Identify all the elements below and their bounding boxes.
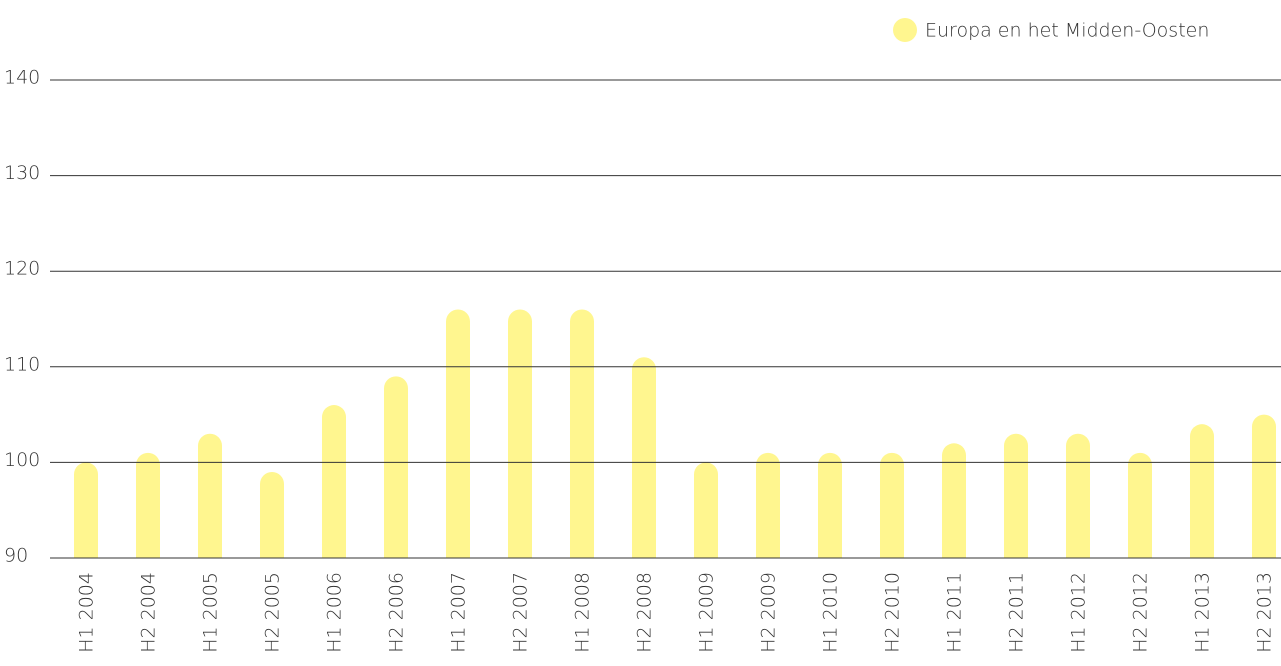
x-tick-label: H2 2011 xyxy=(1006,572,1028,653)
x-tick-label: H1 2007 xyxy=(448,572,470,653)
bar xyxy=(136,452,160,558)
x-tick-label: H1 2005 xyxy=(200,572,222,653)
x-tick-label: H2 2012 xyxy=(1130,572,1152,653)
bar xyxy=(74,462,98,558)
bar xyxy=(694,462,718,558)
legend-swatch xyxy=(893,18,917,42)
y-tick-label: 90 xyxy=(4,545,28,567)
bar xyxy=(942,443,966,558)
bar xyxy=(1128,452,1152,558)
bar xyxy=(756,452,780,558)
x-tick-label: H1 2012 xyxy=(1068,572,1090,653)
bar xyxy=(818,452,842,558)
bar xyxy=(1190,424,1214,558)
bar xyxy=(570,309,594,558)
bar xyxy=(1252,414,1276,558)
x-tick-label: H1 2013 xyxy=(1192,572,1214,653)
bar xyxy=(632,357,656,558)
x-tick-label: H2 2008 xyxy=(634,572,656,653)
y-tick-label: 140 xyxy=(4,67,40,89)
bar xyxy=(260,471,284,558)
x-tick-label: H1 2011 xyxy=(944,572,966,653)
bar xyxy=(384,376,408,558)
bar xyxy=(508,309,532,558)
x-tick-label: H1 2009 xyxy=(696,572,718,653)
y-tick-label: 100 xyxy=(4,449,40,471)
x-tick-label: H1 2008 xyxy=(572,572,594,653)
x-tick-label: H2 2010 xyxy=(882,572,904,653)
x-tick-label: H2 2004 xyxy=(138,572,160,653)
x-tick-label: H2 2009 xyxy=(758,572,780,653)
bar xyxy=(446,309,470,558)
x-tick-label: H2 2006 xyxy=(386,572,408,653)
x-tick-label: H2 2013 xyxy=(1254,572,1276,653)
y-tick-label: 110 xyxy=(4,353,40,375)
y-tick-label: 130 xyxy=(4,162,40,184)
x-tick-label: H1 2010 xyxy=(820,572,842,653)
bar xyxy=(1066,433,1090,558)
x-tick-label: H1 2006 xyxy=(324,572,346,653)
x-tick-label: H2 2007 xyxy=(510,572,532,653)
x-tick-label: H2 2005 xyxy=(262,572,284,653)
bar xyxy=(198,433,222,558)
y-tick-label: 120 xyxy=(4,258,40,280)
bar xyxy=(880,452,904,558)
bar xyxy=(322,405,346,558)
x-tick-label: H1 2004 xyxy=(76,572,98,653)
bar xyxy=(1004,433,1028,558)
legend-label: Europa en het Midden-Oosten xyxy=(925,20,1209,42)
